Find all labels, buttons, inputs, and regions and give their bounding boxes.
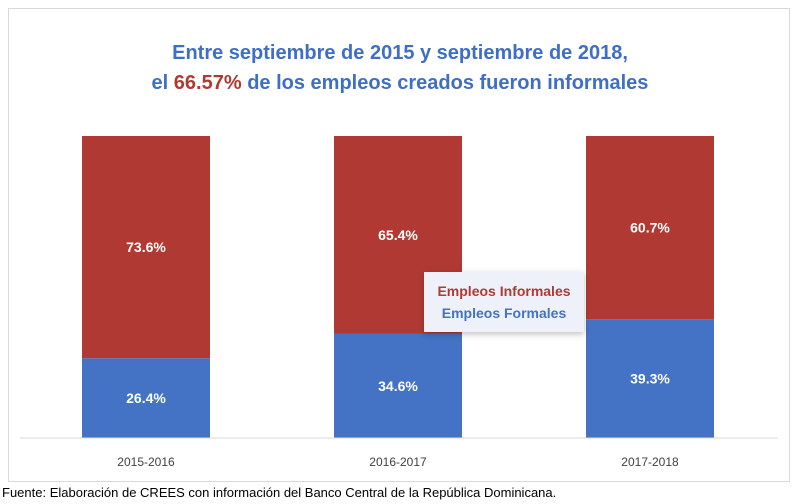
chart-title: Entre septiembre de 2015 y septiembre de…: [0, 38, 800, 98]
source-footnote: Fuente: Elaboración de CREES con informa…: [2, 485, 557, 500]
chart-legend: Empleos Informales Empleos Formales: [424, 272, 584, 332]
bar-empleos-formales-2015-2016: [82, 358, 210, 438]
title-line-2-prefix: el: [151, 72, 174, 94]
data-label-empleos-informales-2015-2016: 73.6%: [126, 239, 166, 255]
title-highlight-percent: 66.57%: [173, 72, 242, 94]
data-label-empleos-informales-2017-2018: 60.7%: [630, 220, 670, 236]
chart-frame: [8, 8, 790, 482]
bar-empleos-informales-2015-2016: [82, 136, 210, 359]
legend-item-formal: Empleos Formales: [441, 305, 567, 321]
data-label-empleos-informales-2016-2017: 65.4%: [378, 227, 418, 243]
x-tick-label-2015-2016: 2015-2016: [117, 455, 175, 469]
title-line-2-suffix: de los empleos creados fueron informales: [241, 72, 649, 94]
legend-item-informal: Empleos Informales: [437, 283, 571, 299]
bar-empleos-formales-2016-2017: [334, 333, 462, 438]
bar-empleos-informales-2017-2018: [586, 136, 714, 320]
title-line-1: Entre septiembre de 2015 y septiembre de…: [172, 42, 628, 64]
data-label-empleos-formales-2015-2016: 26.4%: [126, 390, 166, 406]
data-label-empleos-formales-2017-2018: 39.3%: [630, 371, 670, 387]
data-label-empleos-formales-2016-2017: 34.6%: [378, 378, 418, 394]
x-tick-label-2016-2017: 2016-2017: [369, 455, 427, 469]
title-line-2: el 66.57% de los empleos creados fueron …: [0, 68, 800, 98]
bar-empleos-formales-2017-2018: [586, 319, 714, 438]
x-tick-label-2017-2018: 2017-2018: [621, 455, 679, 469]
